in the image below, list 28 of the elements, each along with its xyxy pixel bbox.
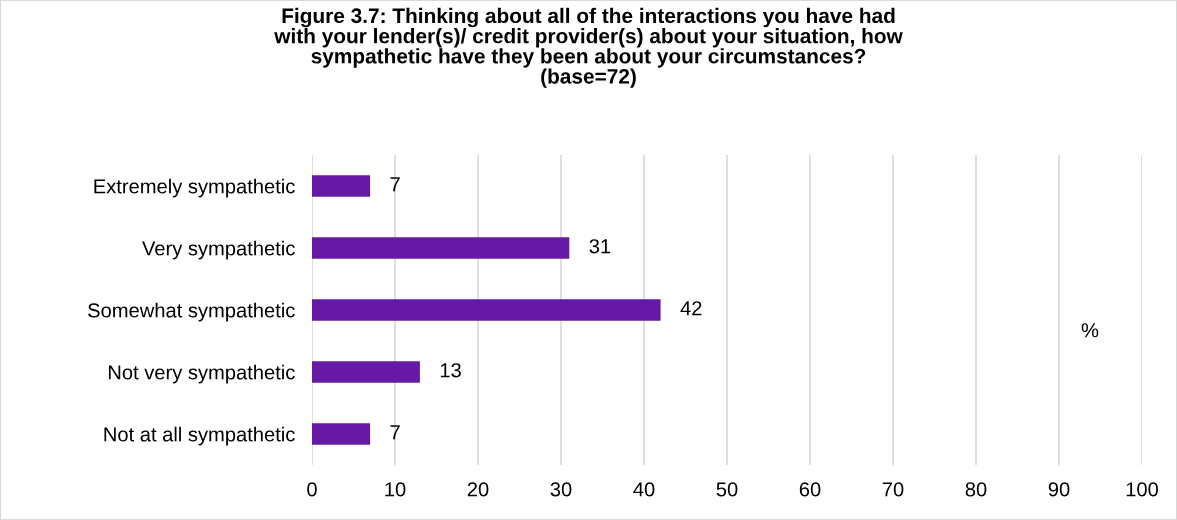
data-label: 31 xyxy=(589,239,611,254)
x-tick-label: 0 xyxy=(307,482,317,497)
bar xyxy=(312,237,570,259)
x-tick-label: 90 xyxy=(1048,482,1070,497)
x-tick-label: 80 xyxy=(965,482,987,497)
annotation: % xyxy=(1081,323,1099,338)
x-tick-label: 100 xyxy=(1126,482,1159,497)
x-tick-label: 70 xyxy=(882,482,904,497)
y-tick-label: Extremely sympathetic xyxy=(94,178,295,198)
bar xyxy=(312,423,371,445)
x-tick-label: 10 xyxy=(385,482,406,497)
data-label: 13 xyxy=(440,363,461,378)
y-tick-label: Somewhat sympathetic xyxy=(88,302,295,322)
bar xyxy=(312,361,420,383)
x-tick-label: 20 xyxy=(467,482,489,497)
x-tick-label: 60 xyxy=(799,482,821,497)
x-tick-label: 50 xyxy=(716,482,738,497)
bar xyxy=(312,299,661,321)
y-tick-label: Not very sympathetic xyxy=(108,364,295,384)
x-tick-label: 30 xyxy=(550,482,572,497)
bar xyxy=(312,175,371,197)
data-label: 7 xyxy=(390,177,400,192)
y-tick-label: Not at all sympathetic xyxy=(104,426,295,446)
chart-title: Figure 3.7: Thinking about all of the interactions you have had with your lender(s)/ credit provider(s) about your situation, how sympathetic have they been about your circumstances? (base=72) xyxy=(274,7,903,88)
y-tick-label: Very sympathetic xyxy=(142,240,295,260)
data-label: 42 xyxy=(680,301,702,316)
data-label: 7 xyxy=(390,425,400,440)
x-tick-label: 40 xyxy=(633,482,655,497)
